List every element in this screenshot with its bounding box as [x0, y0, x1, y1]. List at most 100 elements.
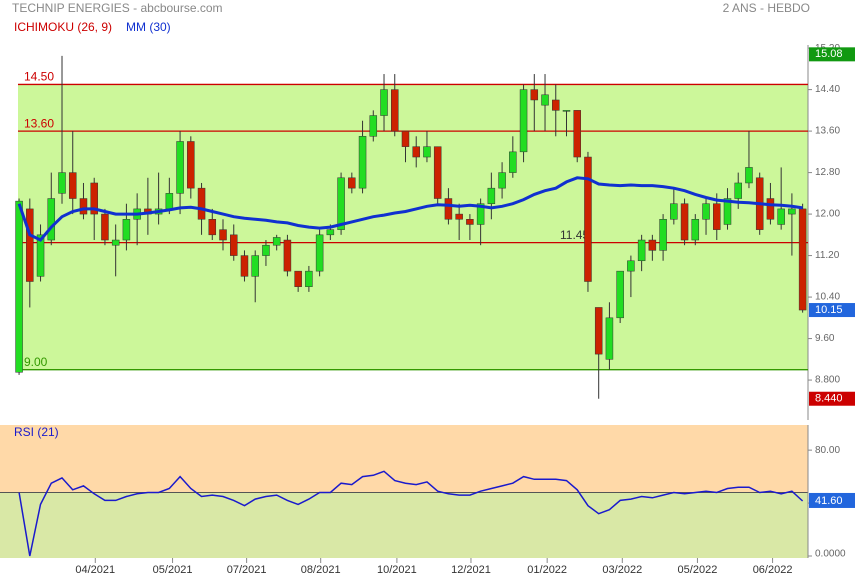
x-tick-label: 03/2022	[602, 564, 642, 576]
candle-body	[305, 270, 313, 287]
level-label: 14.50	[24, 70, 54, 84]
y-tick-label: 14.40	[815, 84, 840, 95]
candle-body	[294, 270, 302, 287]
candle-body	[348, 177, 356, 189]
candle-body	[68, 172, 77, 199]
candle-body	[412, 146, 420, 158]
candle-body	[680, 203, 689, 241]
candle-body	[670, 203, 678, 220]
candle-body	[326, 229, 335, 236]
candle-body	[541, 94, 549, 106]
candle-body	[433, 146, 442, 199]
candle-body	[476, 203, 485, 225]
level-label: 11.45	[560, 228, 589, 242]
candle-body	[519, 89, 528, 153]
candle-body	[391, 89, 399, 132]
candle-body	[90, 182, 98, 215]
candle-body	[208, 219, 217, 236]
x-tick-label: 07/2021	[227, 564, 267, 576]
candle-body	[58, 172, 66, 194]
y-tick-label: 11.20	[815, 250, 840, 261]
candle-body	[605, 317, 614, 360]
candle-body	[552, 99, 560, 111]
y-tick-label: 0.0000	[815, 549, 846, 560]
candle-body	[455, 213, 463, 220]
x-tick-label: 05/2022	[678, 564, 718, 576]
rsi-upper-zone	[0, 425, 808, 493]
y-tick-label: 10.40	[815, 292, 840, 303]
candle-body	[616, 270, 624, 319]
y-tick-label: 80.00	[815, 445, 840, 456]
candle-body	[272, 237, 281, 246]
price-marker-label: 15.08	[815, 48, 843, 60]
candle-body	[594, 307, 603, 355]
x-tick-label: 10/2021	[377, 564, 417, 576]
x-tick-label: 01/2022	[527, 564, 567, 576]
candle-body	[562, 110, 571, 112]
candle-body	[702, 203, 710, 220]
candle-body	[627, 260, 635, 272]
y-tick-label: 13.60	[815, 126, 840, 137]
level-label: 13.60	[24, 116, 54, 130]
rsi-marker-label: 41.60	[815, 495, 843, 507]
candle-body	[401, 130, 410, 147]
legend-entry: MM (30)	[126, 20, 171, 34]
y-tick-label: 8.800	[815, 375, 840, 386]
chart-subtitle: 2 ANS - HEBDO	[723, 1, 810, 15]
moving-average	[17, 176, 803, 242]
candle-body	[444, 198, 453, 220]
candle-body	[745, 167, 753, 184]
candle-body	[766, 198, 775, 220]
candle-body	[315, 234, 324, 272]
y-tick-label: 12.00	[815, 209, 840, 220]
chart-title: TECHNIP ENERGIES - abcbourse.com	[12, 1, 223, 15]
candle-body	[648, 239, 657, 251]
candle-body	[26, 208, 34, 282]
legend-entry: ICHIMOKU (26, 9)	[14, 20, 112, 34]
candle-body	[36, 234, 45, 277]
candle-body	[734, 182, 742, 199]
candle-body	[423, 146, 431, 158]
candle-body	[229, 234, 238, 256]
candle-body	[165, 193, 174, 210]
x-tick-label: 06/2022	[753, 564, 793, 576]
x-tick-label: 12/2021	[451, 564, 491, 576]
y-tick-label: 9.60	[815, 333, 835, 344]
candle-body	[584, 156, 592, 282]
candle-body	[240, 255, 249, 277]
candle-body	[509, 151, 517, 173]
candle-body	[691, 219, 700, 241]
price-marker	[809, 391, 855, 406]
x-tick-label: 04/2021	[75, 564, 115, 576]
candle-body	[659, 219, 667, 251]
candle-body	[283, 239, 292, 272]
x-tick-label: 08/2021	[301, 564, 341, 576]
candle-body	[101, 213, 109, 241]
rsi-title: RSI (21)	[14, 425, 59, 439]
level-label: 9.00	[24, 355, 48, 369]
candle-body	[122, 219, 131, 241]
candle-body	[788, 208, 796, 215]
candle-body	[723, 198, 732, 225]
candle-body	[197, 187, 206, 220]
price-marker-label: 10.15	[815, 304, 843, 316]
candle-body	[466, 219, 474, 225]
candle-body	[187, 141, 195, 189]
candle-body	[251, 255, 259, 277]
candle-body	[337, 177, 345, 230]
candle-body	[176, 141, 184, 194]
candle-body	[573, 110, 581, 158]
price-marker	[809, 47, 855, 62]
ichimoku-zone	[18, 84, 808, 370]
candle-body	[530, 89, 539, 101]
candle-body	[777, 208, 785, 225]
price-marker-label: 8.440	[815, 393, 843, 405]
candle-body	[713, 203, 721, 230]
candle-body	[15, 200, 23, 373]
candle-body	[369, 115, 378, 137]
price-marker	[809, 303, 855, 318]
candle-body	[79, 198, 88, 215]
candle-body	[47, 198, 56, 241]
candle-body	[219, 229, 227, 241]
